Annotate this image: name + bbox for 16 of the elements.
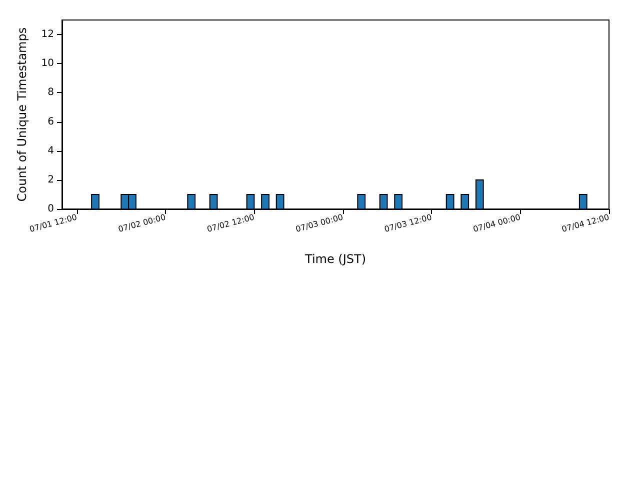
y-tick-label: 6 (48, 116, 54, 128)
x-tick-label: 07/03 12:00 (383, 212, 433, 234)
x-tick-label: 07/04 00:00 (472, 212, 522, 234)
y-tick-label: 12 (41, 29, 54, 40)
x-tick-label: 07/02 12:00 (206, 212, 256, 234)
x-tick-label: 07/02 00:00 (117, 212, 167, 234)
y-tick-label: 4 (48, 145, 54, 156)
x-tick-label: 07/04 12:00 (560, 212, 610, 234)
x-axis-title: Time (JST) (304, 252, 366, 266)
y-tick-label: 8 (48, 87, 54, 98)
x-tick-label: 07/01 12:00 (28, 212, 78, 234)
y-tick-label: 2 (48, 174, 54, 186)
y-tick-label: 0 (48, 204, 54, 214)
x-tick-label: 07/03 00:00 (294, 212, 344, 234)
y-axis-title: Count of Unique Timestamps (15, 27, 29, 202)
y-tick-label: 10 (41, 58, 54, 70)
